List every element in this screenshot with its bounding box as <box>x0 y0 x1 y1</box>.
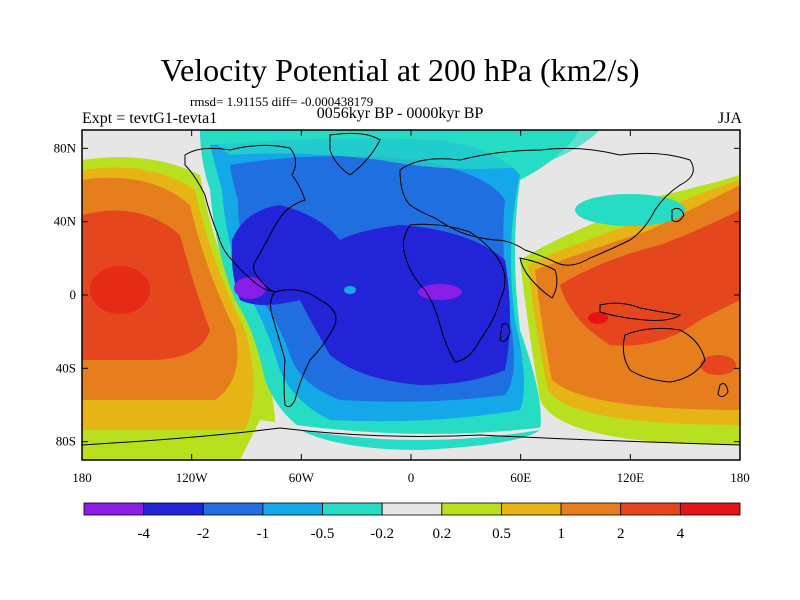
colorbar-swatch <box>679 502 741 516</box>
contour-band-m0p2 <box>200 130 600 169</box>
lon-tick-label: 180 <box>730 470 750 485</box>
lon-tick-label: 60W <box>289 470 315 485</box>
colorbar-label: -0.2 <box>370 526 394 542</box>
stats-label: rmsd= 1.91155 diff= -0.000438179 <box>190 94 374 109</box>
contour-band-m4 <box>418 284 462 300</box>
colorbar-label: 0.2 <box>432 526 451 542</box>
contour-field <box>82 130 740 460</box>
colorbar-swatch <box>143 502 204 516</box>
page-title: Velocity Potential at 200 hPa (km2/s) <box>160 52 640 88</box>
lat-tick-label: 80S <box>56 434 76 449</box>
lat-tick-label: 40S <box>56 360 76 375</box>
colorbar-label: 4 <box>677 526 685 542</box>
lon-tick-label: 120W <box>176 470 209 485</box>
colorbar-label: -2 <box>197 526 210 542</box>
coastlines <box>82 132 740 446</box>
lon-tick-label: 120E <box>617 470 645 485</box>
contour-band-4 <box>588 312 608 324</box>
contour-band-m0p2 <box>300 430 540 450</box>
axis-ticks: 80N 40N 0 40S 80S 180 120W 60W 0 60E 120E 180 <box>54 130 750 485</box>
coastline-australia <box>622 327 706 383</box>
colorbar-swatch <box>501 502 562 516</box>
colorbar-swatch <box>83 502 145 516</box>
contour-band-m0p2 <box>575 194 685 226</box>
lat-tick-label: 40N <box>54 214 77 229</box>
coastline-greenland <box>329 132 381 176</box>
coastline-south-america <box>270 289 337 408</box>
contour-band-m4 <box>234 277 266 299</box>
coastline-india <box>519 257 558 299</box>
lat-tick-label: 0 <box>70 287 77 302</box>
colorbar-swatch <box>202 502 264 516</box>
coastline-japan <box>671 207 685 223</box>
coastline-north-america <box>184 144 306 293</box>
period-label: 0056kyr BP - 0000kyr BP <box>316 105 484 122</box>
coastline-indonesia <box>599 302 682 321</box>
colorbar-label: -0.5 <box>311 526 335 542</box>
coastline-africa <box>402 223 506 363</box>
contour-band-m2 <box>231 205 510 385</box>
contour-band-neutral <box>574 134 740 200</box>
colorbar-label: -4 <box>137 526 150 542</box>
colorbar-swatch <box>560 502 622 516</box>
colorbar-label: -1 <box>257 526 270 542</box>
colorbar-label: 1 <box>557 526 565 542</box>
season-label: JJA <box>717 110 742 127</box>
contour-band-4 <box>90 266 150 314</box>
colorbar-swatch <box>262 502 323 516</box>
colorbar-swatch <box>441 502 502 516</box>
colorbar-swatch <box>620 502 681 516</box>
coastline-antarctica <box>82 427 740 446</box>
lon-tick-label: 180 <box>72 470 92 485</box>
contour-band-2 <box>560 210 740 346</box>
colorbar-label: 0.5 <box>492 526 511 542</box>
contour-band-2 <box>700 355 736 375</box>
lat-tick-label: 80N <box>54 140 77 155</box>
contour-band-m0p5 <box>344 286 356 294</box>
colorbar-swatch <box>322 502 383 516</box>
coastline-new-zealand <box>717 383 729 398</box>
colorbar-swatch <box>381 502 443 516</box>
colorbar-label: 2 <box>617 526 625 542</box>
coastline-madagascar <box>499 323 511 342</box>
lon-tick-label: 60E <box>510 470 531 485</box>
lon-tick-label: 0 <box>408 470 415 485</box>
experiment-label: Expt = tevtG1-tevta1 <box>82 110 218 127</box>
colorbar: -4 -2 -1 -0.5 -0.2 0.2 0.5 1 2 4 <box>83 502 741 542</box>
